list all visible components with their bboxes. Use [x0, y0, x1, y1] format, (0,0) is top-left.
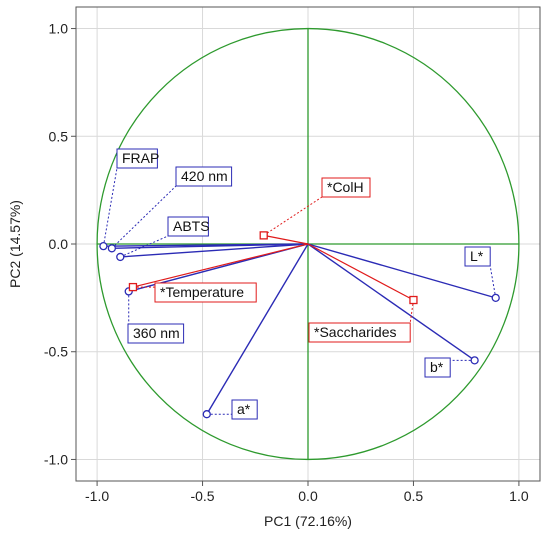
- x-tick-label: 0.5: [404, 488, 424, 504]
- x-tick-label: -0.5: [190, 488, 214, 504]
- marker-square: [259, 231, 268, 240]
- point-label-box: [127, 323, 185, 344]
- point-label: b*: [430, 359, 444, 375]
- vector-active: [307, 243, 476, 361]
- y-tick-label: 0.5: [49, 128, 69, 144]
- point-label: *ColH: [327, 179, 364, 195]
- point-label-box: [175, 166, 233, 187]
- vector-supplementary: [132, 243, 309, 288]
- point-label: *Saccharides: [314, 324, 397, 340]
- point-label-box: [464, 246, 491, 267]
- x-tick-label: -1.0: [85, 488, 109, 504]
- point-label: a*: [237, 401, 251, 417]
- vector-supplementary: [263, 234, 309, 245]
- marker-square: [128, 282, 138, 292]
- vector-active: [307, 243, 496, 299]
- axis-ticks: -1.0 -0.5 0.0 0.5 1.0 -1.0 -0.5 0.0 0.5 1.0: [44, 21, 529, 504]
- loading-vectors: [103, 234, 496, 415]
- y-axis-label: PC2 (14.57%): [7, 200, 23, 288]
- vector-supplementary: [307, 243, 414, 301]
- vector-active: [120, 243, 309, 258]
- leader-line: [120, 235, 169, 258]
- leader-line: [102, 167, 118, 247]
- point-label: L*: [470, 248, 484, 264]
- leader-line: [489, 265, 497, 298]
- leader-line: [111, 185, 177, 249]
- point-label-box: [308, 322, 411, 343]
- point-label-box: [321, 177, 371, 198]
- marker-square: [409, 295, 418, 305]
- x-tick-label: 0.0: [298, 488, 318, 504]
- marker-circle: [99, 242, 108, 251]
- y-tick-label: 1.0: [49, 21, 69, 37]
- marker-circle: [107, 244, 117, 253]
- vector-active: [111, 243, 309, 250]
- point-label-box: [424, 357, 451, 378]
- point-label: 420 nm: [181, 168, 228, 184]
- loading-markers: [99, 231, 500, 419]
- point-label-box: [167, 216, 209, 237]
- y-tick-label: 0.0: [49, 236, 69, 252]
- marker-circle: [116, 252, 125, 262]
- x-tick-label: 1.0: [509, 488, 529, 504]
- point-label-box: [116, 148, 158, 169]
- point-label-box: [154, 282, 257, 303]
- marker-circle: [491, 293, 500, 303]
- y-tick-label: -1.0: [44, 451, 68, 467]
- marker-circle: [202, 410, 211, 419]
- vector-active: [206, 243, 309, 415]
- point-label: ABTS: [173, 218, 210, 234]
- y-tick-label: -0.5: [44, 344, 68, 360]
- point-label-box: [231, 399, 258, 420]
- point-label: 360 nm: [133, 325, 180, 341]
- point-label: FRAP: [122, 150, 159, 166]
- marker-circle: [470, 356, 479, 365]
- x-axis-label: PC1 (72.16%): [264, 513, 352, 529]
- point-labels: FRAP 420 nm ABTS 360 nm a* L* b* *ColH *Temperat…: [116, 148, 491, 420]
- point-label: *Temperature: [160, 284, 244, 300]
